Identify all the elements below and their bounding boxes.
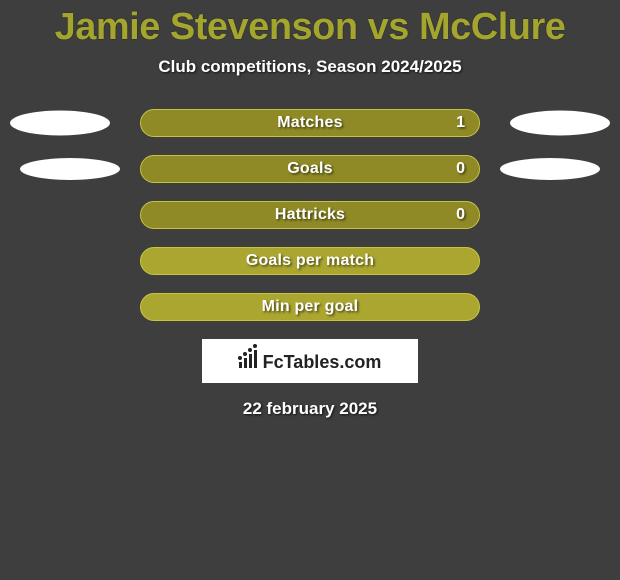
player2-avatar-placeholder (500, 158, 600, 180)
stat-row-hattricks: Hattricks 0 (0, 201, 620, 229)
player1-avatar-placeholder (10, 111, 110, 136)
stat-label: Min per goal (262, 298, 359, 316)
stat-row-goals: Goals 0 (0, 155, 620, 183)
stat-pill: Goals per match (140, 247, 480, 275)
stat-label: Hattricks (275, 206, 345, 224)
logo-inner: FcTables.com (239, 350, 382, 373)
stat-pill: Goals 0 (140, 155, 480, 183)
stat-rows: Matches 1 Goals 0 Hattricks (0, 109, 620, 321)
stat-pill: Hattricks 0 (140, 201, 480, 229)
stat-row-min-per-goal: Min per goal (0, 293, 620, 321)
stat-label: Goals (287, 160, 332, 178)
stat-row-matches: Matches 1 (0, 109, 620, 137)
chart-icon (239, 350, 257, 368)
player1-avatar-placeholder (20, 158, 120, 180)
stat-label: Matches (277, 114, 342, 132)
stat-row-goals-per-match: Goals per match (0, 247, 620, 275)
date-text: 22 february 2025 (0, 399, 620, 419)
stat-value: 0 (456, 160, 465, 178)
stat-pill-inner: Min per goal (141, 294, 479, 320)
stat-pill: Matches 1 (140, 109, 480, 137)
logo-text: FcTables.com (263, 352, 382, 373)
stat-label: Goals per match (246, 252, 374, 270)
stat-value: 0 (456, 206, 465, 224)
source-logo: FcTables.com (202, 339, 418, 383)
page-title: Jamie Stevenson vs McClure (0, 0, 620, 49)
player2-avatar-placeholder (510, 111, 610, 136)
subtitle: Club competitions, Season 2024/2025 (0, 57, 620, 77)
stat-value: 1 (456, 114, 465, 132)
stat-pill: Min per goal (140, 293, 480, 321)
stat-pill-inner: Goals per match (141, 248, 479, 274)
comparison-card: Jamie Stevenson vs McClure Club competit… (0, 0, 620, 580)
